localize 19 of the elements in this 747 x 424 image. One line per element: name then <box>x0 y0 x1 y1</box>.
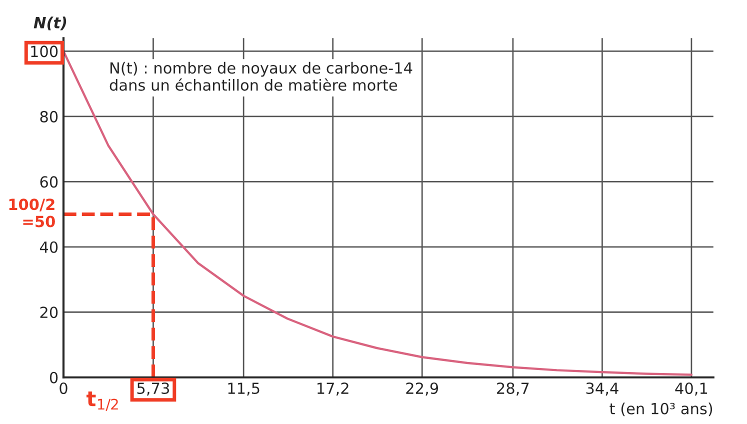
annotation: N(t) : nombre de noyaux de carbone-14 dans un échantillon de matière morte <box>110 62 412 91</box>
y-tick-label: 80 <box>40 110 58 122</box>
x-tick-label: 22,9 <box>406 382 438 396</box>
y-tick-label: 60 <box>40 176 58 188</box>
x-tick-label: 40,1 <box>675 382 708 396</box>
x-tick-label: 11,5 <box>228 382 260 396</box>
x-tick-label: 28,7 <box>497 382 529 396</box>
y-axis-title: N(t) <box>34 16 66 30</box>
y-tick-label: 40 <box>40 241 58 253</box>
x-tick-label: 17,2 <box>318 382 348 396</box>
y-tick-label: 100 <box>31 46 58 58</box>
x-tick-label: 34,4 <box>586 382 618 396</box>
ref-line-label: 100/2 =50 <box>9 198 55 228</box>
y-tick-label: 0 <box>50 372 58 384</box>
x-axis-title: t (en 10³ ans) <box>610 402 712 416</box>
legend-label: t$_{1/2}$ <box>86 392 118 411</box>
y-tick-label: 20 <box>40 306 58 318</box>
x-tick-label: 5,73 <box>137 382 170 396</box>
x-tick-label: 0 <box>60 382 68 394</box>
